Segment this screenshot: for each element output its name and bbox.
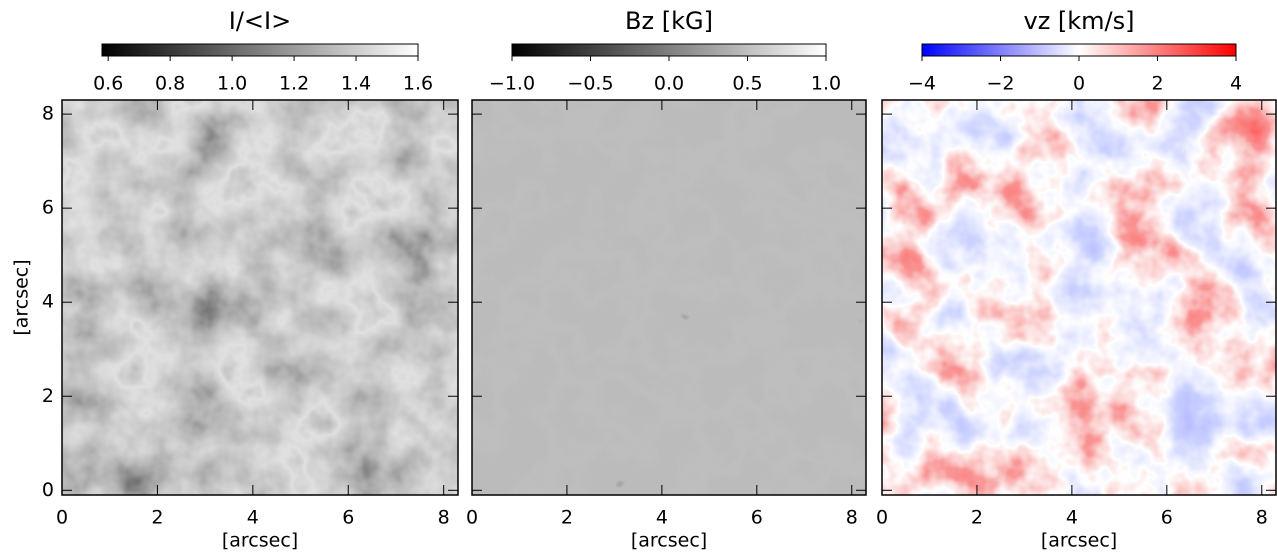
x-tick-label: 2 — [561, 507, 573, 529]
x-axis-label: [arcsec] — [222, 530, 298, 552]
y-axis-label: [arcsec] — [11, 259, 33, 335]
y-tick-label: 4 — [42, 291, 54, 313]
image-panel — [472, 100, 866, 495]
y-tick-label: 8 — [42, 103, 54, 125]
colorbar-tick-label: −2 — [986, 73, 1014, 95]
x-tick-label: 0 — [56, 507, 68, 529]
colorbar-tick-label: −1.0 — [489, 73, 535, 95]
x-tick-label: 2 — [971, 507, 983, 529]
image-panel — [62, 100, 458, 495]
image-panel — [882, 100, 1276, 495]
chart-title: I/<I> — [229, 7, 291, 35]
x-axis-label: [arcsec] — [1041, 530, 1117, 552]
colorbar-tick-label: −4 — [908, 73, 936, 95]
y-tick-label: 6 — [42, 197, 54, 219]
x-tick-label: 4 — [247, 507, 259, 529]
colorbar-tick-label: 2 — [1151, 73, 1163, 95]
x-tick-label: 6 — [342, 507, 354, 529]
panel-frame — [881, 99, 1277, 496]
colorbar-tick-label: 1.6 — [403, 73, 433, 95]
x-tick-label: 6 — [751, 507, 763, 529]
colorbar-tick-label: 1.0 — [217, 73, 247, 95]
colorbar-tick-label: 1.0 — [811, 73, 841, 95]
x-tick-label: 8 — [438, 507, 450, 529]
colorbar-tick-label: −0.5 — [567, 73, 613, 95]
x-tick-label: 0 — [876, 507, 888, 529]
x-tick-label: 4 — [1066, 507, 1078, 529]
x-tick-label: 6 — [1161, 507, 1173, 529]
colorbar-tick-label: 0.6 — [93, 73, 123, 95]
x-tick-label: 4 — [656, 507, 668, 529]
colorbar-tick-label: 1.2 — [279, 73, 309, 95]
colorbar — [511, 43, 827, 57]
x-tick-label: 8 — [1256, 507, 1268, 529]
x-tick-label: 2 — [151, 507, 163, 529]
x-axis-label: [arcsec] — [631, 530, 707, 552]
colorbar-tick-label: 1.4 — [341, 73, 371, 95]
colorbar-tick-label: 0.0 — [654, 73, 684, 95]
colorbar-tick-label: 0.8 — [155, 73, 185, 95]
chart-title: Bz [kG] — [625, 7, 713, 35]
x-tick-label: 0 — [466, 507, 478, 529]
colorbar — [921, 43, 1237, 57]
colorbar-tick-label: 0 — [1073, 73, 1085, 95]
colorbar-tick-label: 4 — [1230, 73, 1242, 95]
chart-title: vz [km/s] — [1023, 7, 1134, 35]
x-tick-label: 8 — [846, 507, 858, 529]
y-tick-label: 2 — [42, 385, 54, 407]
panel-frame — [471, 99, 867, 496]
y-tick-label: 0 — [42, 479, 54, 501]
colorbar — [101, 43, 419, 57]
colorbar-tick-label: 0.5 — [732, 73, 762, 95]
panel-frame — [61, 99, 459, 496]
